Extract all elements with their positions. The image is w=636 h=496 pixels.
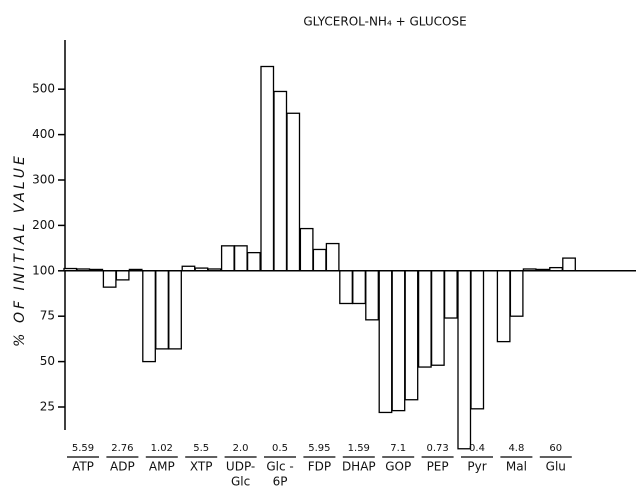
bar (339, 270, 353, 305)
bar (391, 270, 406, 412)
bar (273, 90, 288, 272)
y-tick-label: 75 (40, 309, 55, 323)
bar (168, 270, 182, 350)
x-tick-label: PEP (427, 460, 449, 474)
x-tick-label: Mal (506, 460, 527, 474)
bar (378, 270, 393, 414)
initial-value: 1.02 (151, 443, 173, 454)
bar (443, 270, 458, 319)
x-tick-label: ADP (110, 460, 135, 474)
y-tick-label: 500 (32, 82, 55, 96)
initial-value: 5.5 (193, 443, 209, 454)
initial-value: 2.76 (111, 443, 133, 454)
bar (562, 257, 576, 272)
y-tick-label: 400 (32, 127, 55, 141)
chart-title: GLYCEROL-NH₄ + GLUCOSE (303, 15, 466, 29)
initial-value: 5.59 (72, 443, 94, 454)
bar (404, 270, 419, 401)
bar (325, 242, 340, 272)
initial-value: 0.73 (426, 443, 448, 454)
y-tick-label: 100 (32, 263, 55, 277)
y-tick-label: 25 (40, 400, 55, 414)
bar (470, 270, 485, 410)
bar (352, 270, 366, 305)
bar (246, 251, 261, 272)
x-tick-label: UDP- (226, 460, 255, 474)
bar (312, 248, 327, 272)
bar (220, 245, 235, 272)
bar (142, 270, 156, 363)
initial-value: 1.59 (348, 443, 370, 454)
initial-value: 4.8 (508, 443, 524, 454)
initial-value: 7.1 (390, 443, 406, 454)
x-tick-label: GOP (385, 460, 411, 474)
initial-value: 0.5 (272, 443, 288, 454)
x-tick-label: Glc - (266, 460, 293, 474)
x-tick-label: AMP (149, 460, 175, 474)
bar (365, 270, 379, 321)
initial-value: 2.0 (233, 443, 249, 454)
x-tick-label: Glu (546, 460, 566, 474)
x-tick-label: FDP (308, 460, 331, 474)
bar (496, 270, 511, 343)
initial-value: 60 (549, 443, 562, 454)
x-tick-label: Pyr (467, 460, 486, 474)
bar (417, 270, 432, 368)
x-tick-label: 6P (273, 475, 288, 489)
bar (286, 112, 301, 272)
x-tick-label: XTP (190, 460, 213, 474)
x-tick-label: ATP (72, 460, 94, 474)
x-tick-label: Glc (231, 475, 250, 489)
bar (430, 270, 445, 366)
bar (115, 270, 130, 281)
initial-value: 0.4 (469, 443, 485, 454)
bar (233, 245, 248, 272)
bar (260, 65, 275, 272)
bar (509, 270, 524, 317)
initial-value: 5.95 (308, 443, 330, 454)
y-tick-label: 50 (40, 354, 55, 368)
y-tick-label: 200 (32, 218, 55, 232)
y-axis-label: % OF INITIAL VALUE (12, 153, 28, 347)
bar (457, 270, 472, 450)
bar (155, 270, 169, 350)
y-tick-label: 300 (32, 173, 55, 187)
x-tick-label: DHAP (342, 460, 376, 474)
bar (102, 270, 117, 288)
bar (299, 227, 314, 272)
